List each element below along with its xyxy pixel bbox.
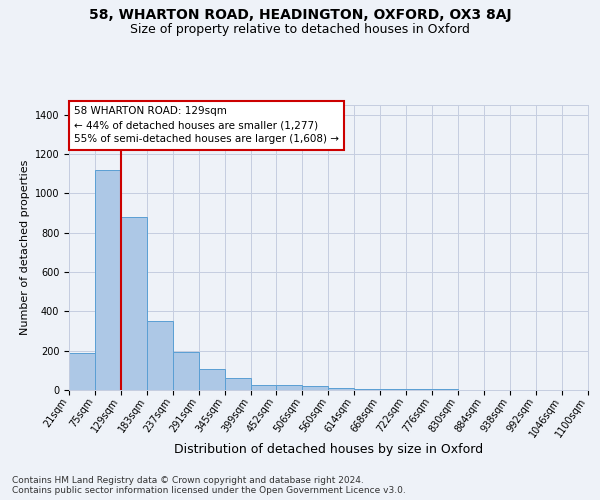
- Text: Size of property relative to detached houses in Oxford: Size of property relative to detached ho…: [130, 22, 470, 36]
- Bar: [225, 378, 251, 390]
- Bar: [251, 385, 277, 390]
- Bar: [302, 386, 328, 390]
- X-axis label: Distribution of detached houses by size in Oxford: Distribution of detached houses by size …: [174, 443, 483, 456]
- Y-axis label: Number of detached properties: Number of detached properties: [20, 160, 31, 335]
- Text: 58 WHARTON ROAD: 129sqm
← 44% of detached houses are smaller (1,277)
55% of semi: 58 WHARTON ROAD: 129sqm ← 44% of detache…: [74, 106, 339, 144]
- Bar: [147, 321, 173, 390]
- Bar: [354, 389, 380, 390]
- Text: Contains HM Land Registry data © Crown copyright and database right 2024.
Contai: Contains HM Land Registry data © Crown c…: [12, 476, 406, 495]
- Bar: [199, 370, 225, 390]
- Text: 58, WHARTON ROAD, HEADINGTON, OXFORD, OX3 8AJ: 58, WHARTON ROAD, HEADINGTON, OXFORD, OX…: [89, 8, 511, 22]
- Bar: [173, 352, 199, 390]
- Bar: [121, 217, 147, 390]
- Bar: [69, 352, 95, 390]
- Bar: [328, 388, 354, 390]
- Bar: [95, 170, 121, 390]
- Bar: [380, 389, 406, 390]
- Bar: [277, 385, 302, 390]
